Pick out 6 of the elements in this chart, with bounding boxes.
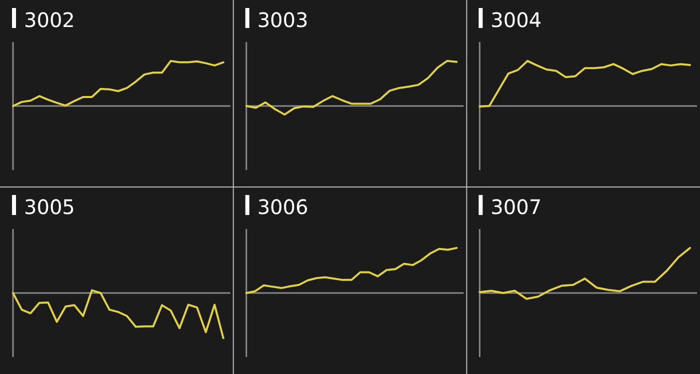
chart-title: 3007 — [490, 195, 542, 219]
chart-title: 3006 — [257, 195, 308, 219]
chart-title: 3003 — [257, 8, 308, 32]
chart-title: 3005 — [24, 195, 75, 219]
chart-title: 3004 — [490, 8, 542, 32]
chart-title: 3002 — [24, 8, 75, 32]
